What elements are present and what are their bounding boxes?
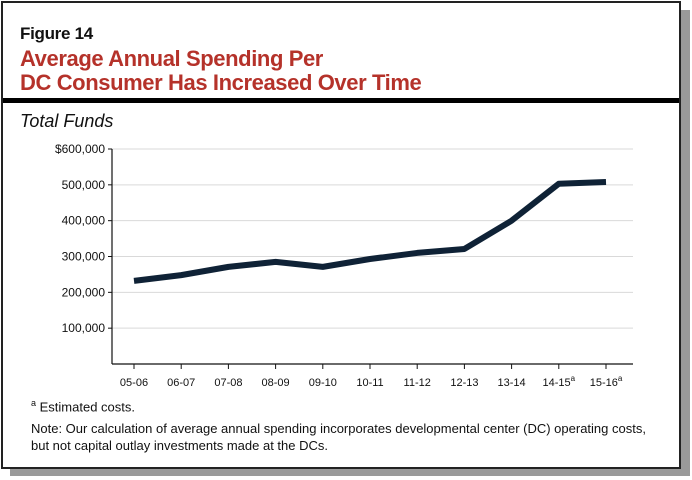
x-tick-label: 07-08	[214, 377, 242, 389]
x-tick-label: 08-09	[262, 377, 290, 389]
x-tick-label: 12-13	[450, 377, 478, 389]
x-tick-label: 09-10	[309, 377, 337, 389]
x-tick-label: 14-15a	[543, 374, 576, 389]
x-tick-label: 10-11	[356, 377, 383, 389]
title-line-2: DC Consumer Has Increased Over Time	[20, 70, 422, 95]
chart-title: Average Annual Spending Per DC Consumer …	[20, 46, 422, 95]
footnote-mark: a	[31, 398, 37, 408]
y-tick-label: 300,000	[62, 250, 106, 264]
footnote-text: Estimated costs.	[39, 399, 136, 415]
x-tick-label: 06-07	[167, 377, 195, 389]
footnote: a Estimated costs.	[31, 398, 135, 414]
y-tick-label: $600,000	[55, 142, 105, 156]
chart-note: Note: Our calculation of average annual …	[31, 421, 646, 453]
header-divider	[3, 98, 679, 103]
series-line	[133, 178, 607, 284]
figure-frame: Figure 14 Average Annual Spending Per DC…	[1, 1, 681, 469]
x-tick-label: 05-06	[120, 377, 148, 389]
x-tick-label: 15-16a	[590, 374, 623, 389]
chart-subtitle: Total Funds	[20, 111, 114, 131]
title-line-1: Average Annual Spending Per	[20, 46, 323, 71]
y-tick-label: 400,000	[62, 214, 106, 228]
y-tick-label: 100,000	[62, 321, 106, 335]
y-tick-label: 200,000	[62, 285, 106, 299]
y-tick-label: 500,000	[62, 178, 106, 192]
figure-label: Figure 14	[20, 24, 93, 43]
x-tick-label: 13-14	[498, 377, 526, 389]
x-tick-label: 11-12	[404, 377, 431, 389]
